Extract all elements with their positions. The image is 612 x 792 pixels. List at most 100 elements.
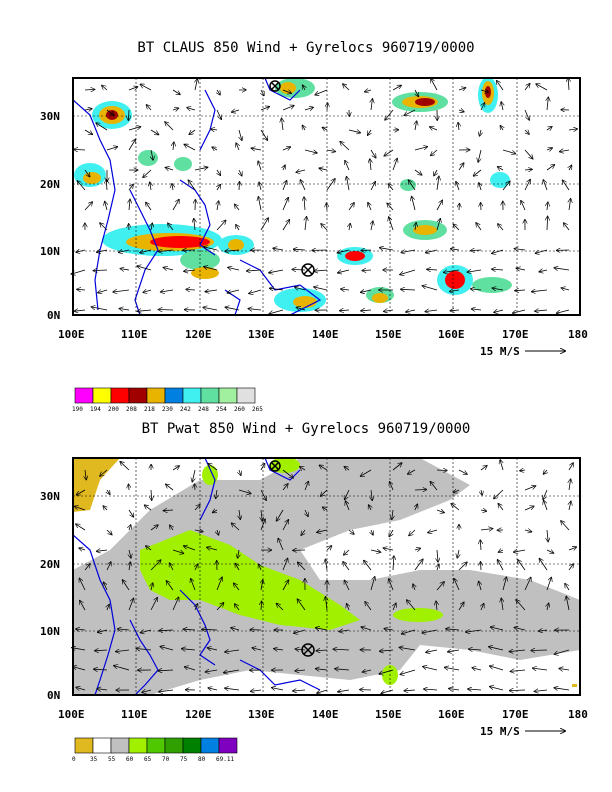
wind-arrow-icon [225,307,240,311]
wind-arrow-icon [204,247,218,251]
wind-arrow-icon [560,150,570,152]
wind-arrow-icon [252,648,262,650]
wind-arrow-icon [400,269,416,275]
wind-arrow-icon [278,539,284,551]
gyre-marker-icon [269,460,281,472]
wind-arrow-icon [524,169,532,170]
wind-arrow-icon [524,530,532,532]
wind-arrow-icon [457,549,459,558]
wind-arrow-icon [120,269,130,270]
wind-arrow-icon [380,248,394,250]
wind-arrow-icon [317,530,328,532]
wind-arrow-icon [368,129,371,135]
wind-arrow-icon [168,223,174,231]
wind-arrow-icon [80,601,86,611]
wind-arrow-icon [217,185,220,191]
wind-arrow-icon [390,482,394,491]
wind-arrow-icon [238,549,239,558]
wind-arrow-icon [535,310,548,311]
wind-arrow-icon [304,197,305,211]
wind-arrow-icon [476,223,482,231]
wind-arrow-icon [515,249,526,250]
wind-arrow-icon [401,289,416,290]
wind-arrow-icon [319,168,328,170]
wind-arrow-icon [94,669,108,670]
wind-arrow-icon [430,482,438,491]
wind-arrow-icon [423,667,438,671]
wind-arrow-icon [547,202,548,211]
wind-arrow-icon [480,129,482,136]
wind-arrow-icon [189,129,196,134]
wind-arrow-icon [436,219,440,231]
wind-arrow-icon [274,649,284,650]
wind-arrow-icon [444,270,460,272]
wind-arrow-icon [150,525,158,531]
wind-arrow-icon [208,688,218,690]
wind-arrow-icon [535,690,548,691]
colorbar-swatch [146,387,166,404]
wind-arrow-icon [213,510,217,513]
lat-label: 0N [47,309,60,322]
wind-arrow-icon [297,599,306,611]
colorbar-label: 265 [252,406,263,413]
wind-arrow-icon [186,289,196,290]
wind-arrow-icon [185,667,196,671]
wind-arrow-icon [235,564,239,571]
wind-arrow-icon [282,147,290,150]
wind-arrow-icon [260,129,267,140]
wind-arrow-icon [301,529,305,535]
colorbar-label: 230 [162,406,173,413]
wind-arrow-icon [232,110,240,112]
wind-arrow-icon [561,521,570,531]
wind-arrow-icon [389,217,394,231]
wind-arrow-icon [236,225,239,231]
wind-arrow-icon [282,90,291,93]
wind-arrow-icon [361,290,372,292]
wind-arrow-icon [239,169,242,176]
wind-arrow-icon [282,484,288,491]
wind-arrow-icon [471,289,482,290]
wind-arrow-icon [183,629,196,630]
wind-arrow-icon [164,268,174,271]
wind-arrow-icon [521,201,526,211]
wind-arrow-icon [430,127,438,130]
wind-arrow-icon [478,149,482,162]
wind-arrow-icon [371,221,373,231]
wind-arrow-icon [84,129,92,134]
colorbar-swatch [236,387,256,404]
wind-arrow-icon [325,560,327,571]
wind-arrow-icon [106,180,107,191]
wind-arrow-icon [76,250,86,252]
wind-arrow-icon [472,309,482,310]
wind-arrow-icon [492,249,504,253]
wind-arrow-icon [498,167,504,170]
colorbar-swatch [128,387,148,404]
wind-arrow-icon [118,629,130,630]
lon-label: 130E [248,708,275,721]
wind-arrow-icon [468,689,482,690]
colorbar-label: 69.11 [216,756,234,763]
wind-arrow-icon [298,562,306,571]
colorbar-swatch [92,737,112,754]
wind-arrow-icon [172,597,179,611]
wind-arrow-icon [400,669,416,674]
wind-arrow-icon [73,667,86,671]
wind-arrow-icon [304,482,308,491]
wind-arrow-icon [389,579,394,591]
colorbar-swatch [200,387,220,404]
wind-arrow-icon [516,600,526,611]
wind-arrow-icon [402,629,416,634]
wind-arrow-icon [100,223,108,231]
wind-arrow-icon [123,580,130,591]
wind-arrow-icon [317,689,328,693]
wind-arrow-icon [314,287,328,291]
wind-arrow-icon [172,549,184,553]
wind-arrow-icon [129,484,130,491]
wind-arrow-icon [203,307,218,310]
wind-arrow-icon [84,169,90,177]
lon-label: 180 [568,328,588,341]
colorbar-label: 60 [126,756,134,763]
wind-arrow-icon [414,490,426,491]
wind-arrow-icon [393,556,394,571]
wind-arrow-icon [368,203,371,211]
